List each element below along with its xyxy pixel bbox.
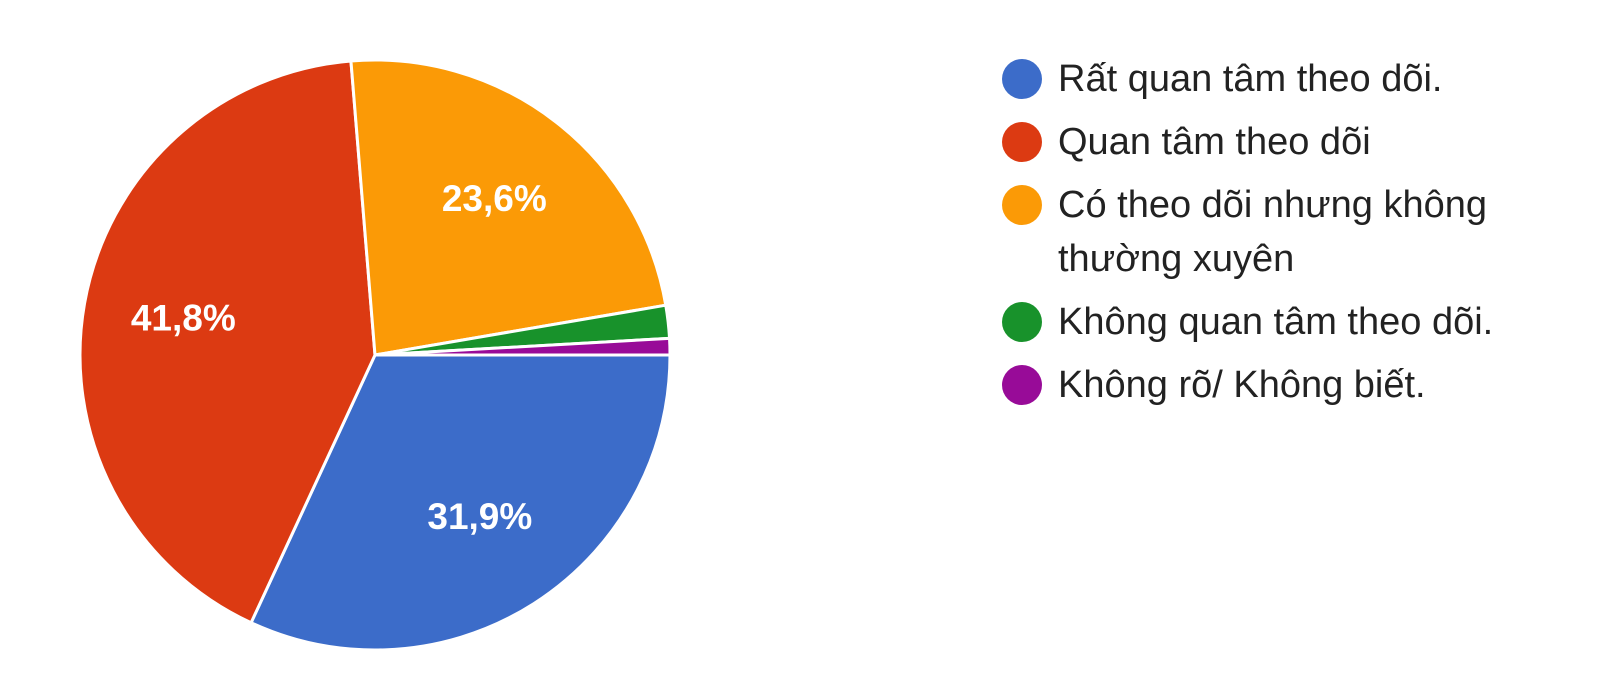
legend-item: Rất quan tâm theo dõi. (1000, 52, 1560, 106)
pie-slice (374, 336, 672, 357)
chart: 31,9% 41,8% 23,6% (78, 58, 672, 652)
legend-item: Không rõ/ Không biết. (1000, 358, 1560, 412)
legend-marker (1002, 59, 1042, 99)
pie-slice (249, 353, 672, 652)
legend-label: Rất quan tâm theo dõi. (1058, 58, 1443, 100)
legend-marker (1002, 365, 1042, 405)
value-label: 41,8% (131, 298, 236, 339)
legend-marker (1002, 185, 1042, 225)
value-label: 23,6% (442, 178, 547, 219)
legend-item: Không quan tâm theo dõi. (1000, 295, 1560, 349)
value-label: 31,9% (427, 496, 532, 537)
legend-label: Quan tâm theo dõi (1058, 121, 1371, 163)
legend: Rất quan tâm theo dõi. Quan tâm theo dõi C… (1000, 52, 1560, 421)
pie-slice (78, 59, 377, 625)
legend-item: Quan tâm theo dõi (1000, 115, 1560, 169)
legend-label: Không quan tâm theo dõi. (1058, 301, 1494, 343)
pie-slice (349, 58, 668, 357)
legend-marker (1002, 122, 1042, 162)
legend-label: Không rõ/ Không biết. (1058, 364, 1426, 406)
legend-marker (1002, 302, 1042, 342)
legend-item: Có theo dõi nhưng không thường xuyên (1000, 178, 1560, 286)
legend-label: Có theo dõi nhưng không thường xuyên (1058, 184, 1487, 280)
